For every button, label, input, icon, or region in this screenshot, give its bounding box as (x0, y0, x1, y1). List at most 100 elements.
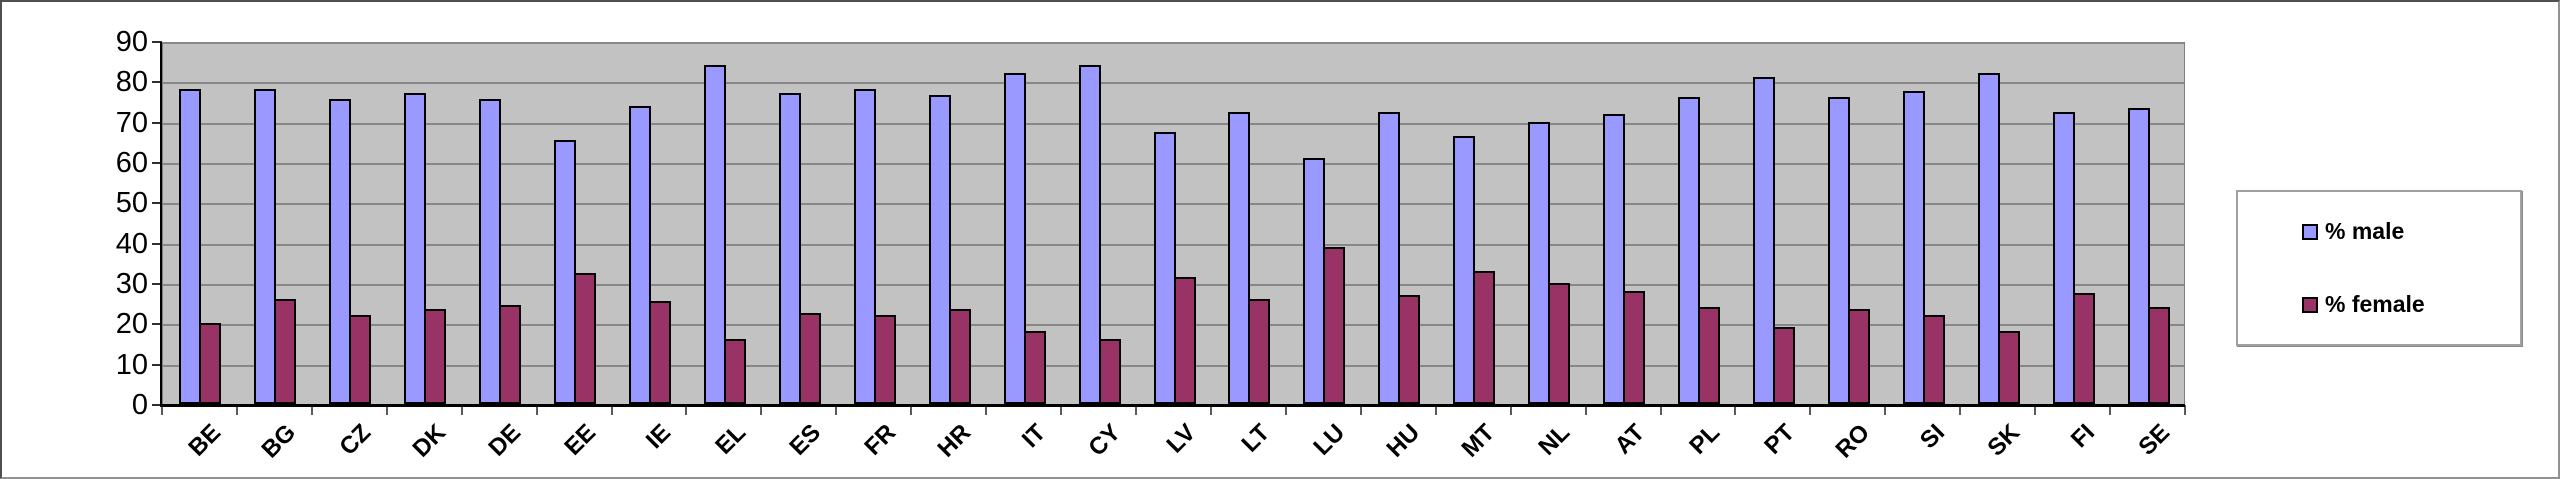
bar-male-MT (1453, 136, 1475, 404)
y-axis-label-20: 20 (115, 308, 148, 341)
x-tick (910, 405, 912, 415)
y-tick-0 (152, 404, 162, 406)
bar-male-LT (1228, 112, 1250, 404)
y-axis-label-70: 70 (115, 106, 148, 139)
x-tick (1734, 405, 1736, 415)
bar-male-NL (1528, 122, 1550, 404)
x-axis-label-IT: IT (1016, 419, 1052, 454)
x-axis-label-FI: FI (2065, 419, 2101, 454)
bar-female-IE (649, 301, 671, 404)
y-tick-40 (152, 242, 162, 245)
x-tick (2109, 405, 2111, 415)
x-tick (1435, 405, 1437, 415)
bar-female-SE (2148, 307, 2170, 404)
x-axis-label-SE: SE (2133, 419, 2176, 461)
y-axis-label-30: 30 (115, 268, 148, 300)
y-tick-10 (152, 363, 162, 366)
bar-male-SE (2128, 108, 2150, 404)
y-axis-label-50: 50 (115, 187, 148, 220)
x-axis-label-LU: LU (1308, 419, 1351, 461)
y-tick-30 (152, 283, 162, 285)
x-axis-label-HU: HU (1381, 419, 1426, 463)
bar-female-MT (1473, 271, 1495, 404)
bar-male-PL (1678, 97, 1700, 404)
bar-female-IT (1024, 331, 1046, 404)
x-axis-label-MT: MT (1456, 419, 1501, 463)
bar-male-SK (1978, 73, 2000, 404)
x-tick (835, 405, 837, 415)
x-axis-line (160, 404, 2185, 407)
bar-female-DK (424, 309, 446, 404)
x-tick (1360, 405, 1362, 415)
x-axis-label-BG: BG (256, 419, 302, 464)
legend: % male % female (2236, 190, 2522, 346)
x-axis-label-DE: DE (483, 419, 527, 462)
x-tick (760, 405, 762, 415)
y-axis-label-80: 80 (115, 66, 148, 99)
bar-female-PT (1773, 327, 1795, 404)
x-tick (1809, 405, 1811, 415)
gridline-90 (163, 42, 2184, 44)
bar-female-EL (724, 339, 746, 404)
x-axis-label-SK: SK (1982, 419, 2026, 462)
legend-item-male: % male (2302, 218, 2520, 245)
x-tick (236, 405, 238, 415)
bar-male-CY (1079, 65, 1101, 404)
x-tick (386, 405, 388, 415)
y-axis-label-40: 40 (115, 227, 148, 260)
x-tick (1060, 405, 1062, 415)
x-tick (611, 405, 613, 415)
x-tick (2034, 405, 2036, 415)
bar-female-CY (1099, 339, 1121, 404)
x-axis-label-IE: IE (640, 419, 677, 455)
y-tick-20 (152, 323, 162, 326)
bar-female-NL (1548, 283, 1570, 404)
y-axis-label-90: 90 (115, 26, 148, 58)
bar-male-BG (254, 89, 276, 404)
x-tick (1135, 405, 1137, 415)
bar-male-FR (854, 89, 876, 404)
bar-female-HU (1398, 295, 1420, 404)
x-axis-label-EE: EE (559, 419, 602, 461)
bar-male-AT (1603, 114, 1625, 404)
bar-male-IT (1004, 73, 1026, 404)
bar-male-LV (1154, 132, 1176, 404)
legend-item-female: % female (2302, 291, 2520, 318)
bar-male-EE (554, 140, 576, 404)
x-tick (1959, 405, 1961, 415)
x-axis-label-EL: EL (710, 419, 752, 460)
bar-female-ES (799, 313, 821, 404)
bar-male-CZ (329, 99, 351, 404)
x-tick (536, 405, 538, 415)
x-axis-label-FR: FR (859, 419, 902, 461)
bar-male-HU (1378, 112, 1400, 404)
bar-male-EL (704, 65, 726, 404)
bar-female-DE (499, 305, 521, 404)
legend-swatch-female (2302, 296, 2318, 313)
bar-male-BE (179, 89, 201, 404)
x-axis-label-ES: ES (784, 419, 827, 461)
x-axis-label-CY: CY (1083, 419, 1127, 462)
x-axis-label-NL: NL (1533, 419, 1576, 461)
bar-male-LU (1303, 158, 1325, 404)
bar-female-BE (199, 323, 221, 404)
x-axis-label-LV: LV (1161, 419, 1202, 459)
bar-male-FI (2053, 112, 2075, 404)
bar-male-HR (929, 95, 951, 404)
x-tick (461, 405, 463, 415)
bar-male-ES (779, 93, 801, 404)
x-tick (1510, 405, 1512, 415)
bar-female-PL (1698, 307, 1720, 404)
bar-male-DK (404, 93, 426, 404)
legend-swatch-male (2302, 223, 2318, 240)
bar-male-PT (1753, 77, 1775, 404)
y-tick-70 (152, 121, 162, 124)
x-tick (1660, 405, 1662, 415)
x-axis-label-PL: PL (1684, 419, 1726, 460)
x-axis-label-CZ: CZ (334, 419, 377, 461)
x-tick (985, 405, 987, 415)
x-tick (685, 405, 687, 415)
plot-area (162, 42, 2185, 405)
y-tick-90 (152, 41, 162, 43)
